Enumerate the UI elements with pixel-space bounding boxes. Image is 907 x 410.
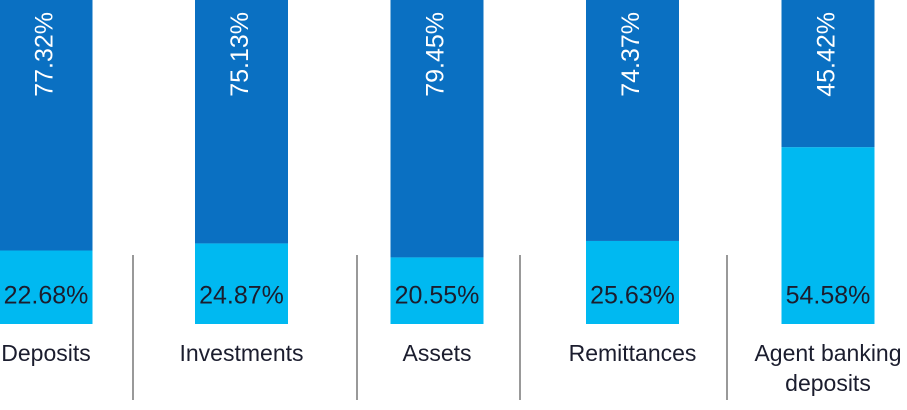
category-label: Remittances bbox=[568, 340, 697, 366]
bar-segment bbox=[586, 0, 679, 241]
value-label: 22.68% bbox=[4, 282, 89, 310]
value-label: 74.37% bbox=[617, 12, 645, 97]
bar-segment bbox=[195, 0, 288, 244]
category-label: Agent banking deposits bbox=[754, 340, 902, 396]
value-label: 79.45% bbox=[422, 12, 450, 97]
bar-segment bbox=[781, 147, 875, 324]
bar-segment bbox=[0, 0, 93, 251]
value-label: 54.58% bbox=[786, 282, 871, 310]
category-label: Deposits bbox=[1, 340, 91, 366]
bar-segment bbox=[390, 257, 484, 324]
category-label: Investments bbox=[179, 340, 304, 366]
value-label: 77.32% bbox=[31, 12, 59, 97]
value-label: 20.55% bbox=[395, 282, 480, 310]
value-label: 24.87% bbox=[199, 282, 284, 310]
bar-segment bbox=[0, 250, 93, 324]
bar-segment bbox=[195, 243, 288, 324]
category-label: Assets bbox=[402, 340, 472, 366]
bar-segment bbox=[390, 0, 484, 258]
value-label: 25.63% bbox=[590, 282, 675, 310]
value-label: 75.13% bbox=[226, 12, 254, 97]
value-label: 45.42% bbox=[813, 12, 841, 97]
bar-segment bbox=[586, 240, 679, 324]
bar-segment bbox=[781, 0, 875, 148]
